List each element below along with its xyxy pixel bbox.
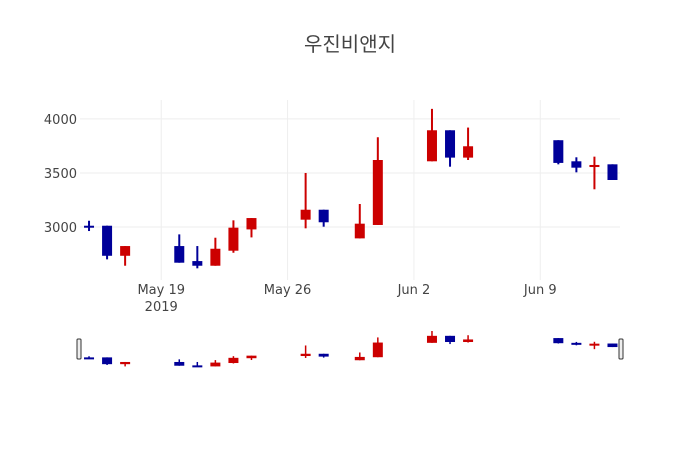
grid-lines	[80, 100, 620, 280]
candle-body	[246, 218, 257, 230]
candle-body	[589, 164, 600, 168]
x-axis-ticks: May 19 2019 May 26 Jun 2 Jun 9	[137, 283, 556, 315]
candle-body	[318, 209, 329, 223]
range-slider-candle-body	[372, 342, 383, 358]
candle-body	[553, 140, 564, 163]
candle-body	[228, 227, 239, 251]
candles	[84, 108, 618, 269]
candle-body	[372, 160, 383, 225]
candle-body	[192, 261, 203, 266]
x-tick-label: May 26	[264, 283, 312, 298]
x-tick-label: Jun 9	[523, 283, 557, 298]
range-slider-candle-body	[445, 335, 456, 343]
chart-title: 우진비앤지	[304, 32, 396, 56]
range-slider-candle-body	[300, 353, 311, 357]
range-slider-candle-body	[426, 335, 437, 343]
range-slider-right-handle[interactable]	[618, 338, 624, 360]
candle-body	[426, 130, 437, 162]
range-slider[interactable]	[76, 329, 624, 369]
candle-body	[571, 161, 582, 168]
candle-body	[102, 225, 113, 256]
range-slider-candle-body	[120, 361, 131, 365]
candle-body	[84, 225, 95, 228]
range-slider-candle-body	[318, 353, 329, 357]
x-tick-year-label: 2019	[145, 300, 178, 315]
candle-body	[174, 246, 185, 263]
range-slider-candle-body	[354, 356, 365, 361]
range-slider-candle-body	[192, 365, 203, 368]
range-slider-candle-body	[102, 357, 113, 365]
range-slider-candle-body	[246, 355, 257, 359]
candle-body	[354, 223, 365, 239]
y-axis-ticks: 3000 3500 4000	[44, 113, 77, 236]
range-slider-left-handle[interactable]	[76, 338, 82, 360]
range-slider-candle-body	[174, 361, 185, 366]
x-tick-label: Jun 2	[397, 283, 431, 298]
range-slider-candle-body	[571, 342, 582, 345]
range-slider-candle-body	[607, 343, 618, 348]
y-tick-label: 3500	[44, 167, 77, 182]
candle-body	[210, 248, 221, 266]
range-slider-candle-body	[210, 362, 221, 367]
candle-body	[300, 209, 311, 220]
range-slider-background	[80, 329, 620, 369]
y-tick-label: 4000	[44, 113, 77, 128]
candle-body	[607, 164, 618, 180]
range-slider-candle-body	[84, 357, 95, 360]
range-slider-candle-body	[463, 339, 474, 343]
range-slider-candle-body	[589, 343, 600, 346]
range-slider-candle-body	[228, 357, 239, 364]
range-slider-candle-body	[553, 338, 564, 344]
candle-body	[463, 146, 474, 158]
candle-body	[120, 246, 131, 256]
x-tick-label: May 19	[137, 283, 185, 298]
y-tick-label: 3000	[44, 221, 77, 236]
candle-body	[445, 130, 456, 158]
